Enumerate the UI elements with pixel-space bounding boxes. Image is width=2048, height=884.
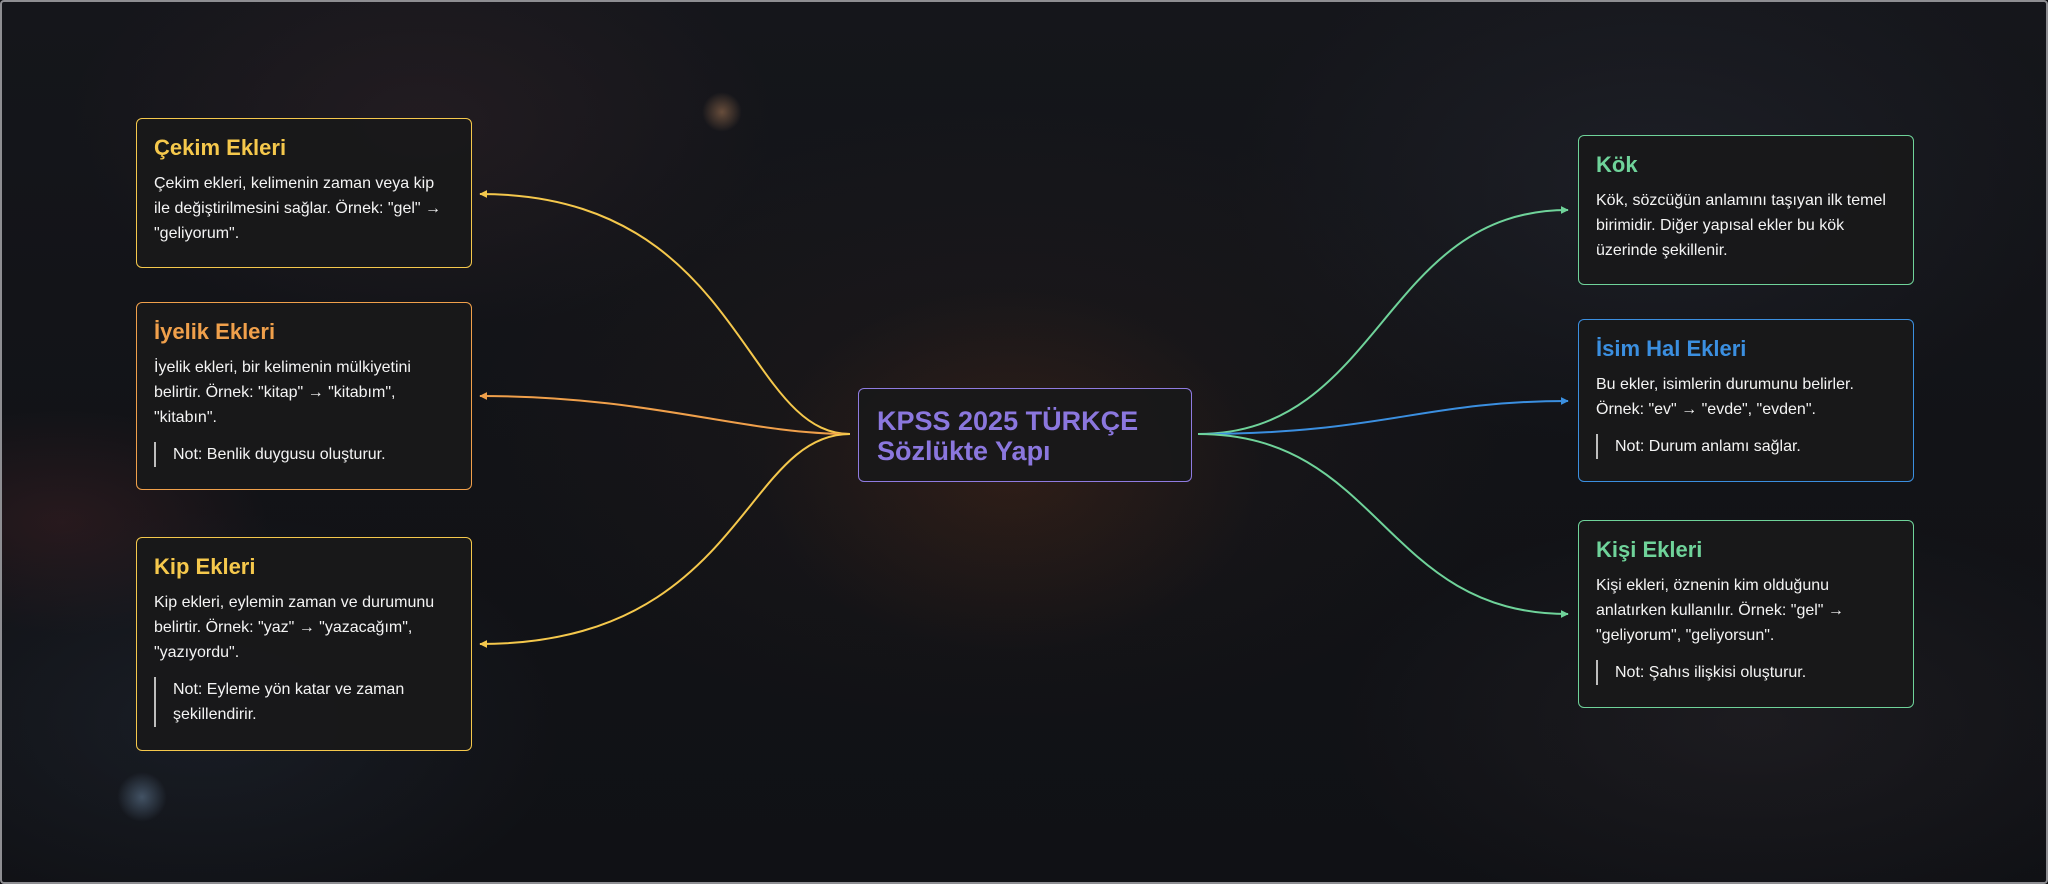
link-center-to-iyelik xyxy=(479,392,851,435)
node-iyelik-ekleri[interactable]: İyelik Ekleri İyelik ekleri, bir kelimen… xyxy=(136,302,472,490)
node-kisi-ekleri[interactable]: Kişi Ekleri Kişi ekleri, öznenin kim old… xyxy=(1578,520,1914,708)
node-note: Not: Eyleme yön katar ve zaman şekillend… xyxy=(154,677,454,727)
node-title: Kök xyxy=(1596,152,1638,177)
node-note: Not: Durum anlamı sağlar. xyxy=(1596,434,1896,459)
node-kok[interactable]: Kök Kök, sözcüğün anlamını taşıyan ilk t… xyxy=(1578,135,1914,285)
node-note: Not: Benlik duygusu oluşturur. xyxy=(154,442,454,467)
node-description: Kök, sözcüğün anlamını taşıyan ilk temel… xyxy=(1596,192,1886,259)
node-center-topic[interactable]: KPSS 2025 TÜRKÇE Sözlükte Yapı xyxy=(858,388,1192,482)
link-center-to-kisi xyxy=(1197,433,1569,618)
center-title-line-2: Sözlükte Yapı xyxy=(877,436,1051,466)
node-title: İyelik Ekleri xyxy=(154,319,276,344)
node-title: Kip Ekleri xyxy=(154,554,256,579)
node-cekim-ekleri[interactable]: Çekim Ekleri Çekim ekleri, kelimenin zam… xyxy=(136,118,472,268)
node-description: Bu ekler, isimlerin durumunu belirler. Ö… xyxy=(1596,376,1854,418)
node-description: İyelik ekleri, bir kelimenin mülkiyetini… xyxy=(154,359,411,426)
node-title: Kişi Ekleri xyxy=(1596,537,1703,562)
node-description: Kişi ekleri, öznenin kim olduğunu anlatı… xyxy=(1596,577,1844,644)
node-title: İsim Hal Ekleri xyxy=(1596,336,1747,361)
link-center-to-cekim xyxy=(479,190,851,435)
link-center-to-kok xyxy=(1197,206,1569,435)
node-isim-hal-ekleri[interactable]: İsim Hal Ekleri Bu ekler, isimlerin duru… xyxy=(1578,319,1914,482)
node-kip-ekleri[interactable]: Kip Ekleri Kip ekleri, eylemin zaman ve … xyxy=(136,537,472,751)
node-description: Kip ekleri, eylemin zaman ve durumunu be… xyxy=(154,594,435,661)
node-description: Çekim ekleri, kelimenin zaman veya kip i… xyxy=(154,175,442,242)
center-title-line-1: KPSS 2025 TÜRKÇE xyxy=(877,406,1139,436)
link-center-to-kip xyxy=(479,433,851,648)
link-center-to-isimhal xyxy=(1197,397,1569,435)
node-title: Çekim Ekleri xyxy=(154,135,287,160)
node-note: Not: Şahıs ilişkisi oluşturur. xyxy=(1596,660,1896,685)
